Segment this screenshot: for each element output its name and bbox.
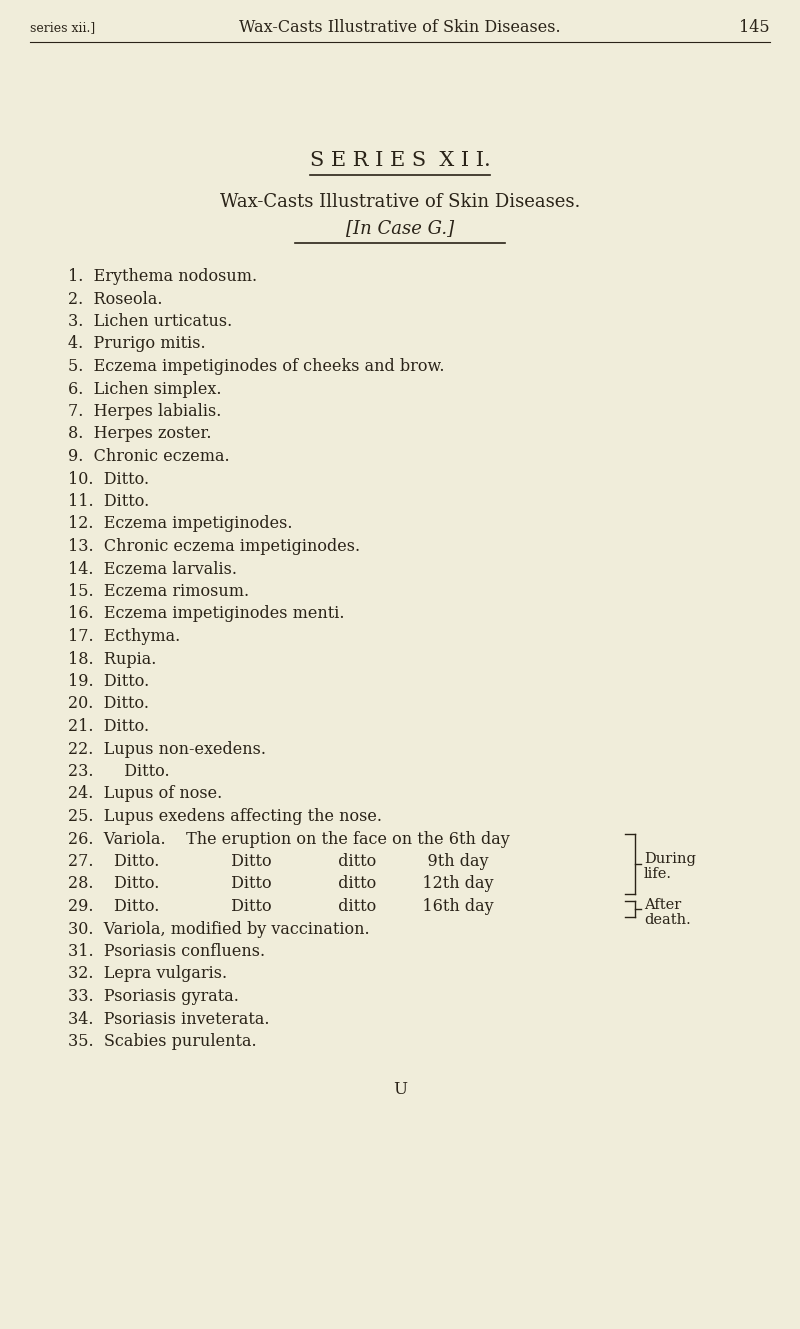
Text: 22.  Lupus non-exedens.: 22. Lupus non-exedens.: [68, 740, 266, 758]
Text: 23.      Ditto.: 23. Ditto.: [68, 763, 170, 780]
Text: 7.  Herpes labialis.: 7. Herpes labialis.: [68, 403, 222, 420]
Text: 17.  Ecthyma.: 17. Ecthyma.: [68, 629, 180, 645]
Text: 13.  Chronic eczema impetiginodes.: 13. Chronic eczema impetiginodes.: [68, 538, 360, 556]
Text: 4.  Prurigo mitis.: 4. Prurigo mitis.: [68, 335, 206, 352]
Text: 15.  Eczema rimosum.: 15. Eczema rimosum.: [68, 583, 249, 599]
Text: 35.  Scabies purulenta.: 35. Scabies purulenta.: [68, 1033, 257, 1050]
Text: series xii.]: series xii.]: [30, 21, 95, 35]
Text: 9.  Chronic eczema.: 9. Chronic eczema.: [68, 448, 230, 465]
Text: 20.  Ditto.: 20. Ditto.: [68, 695, 149, 712]
Text: 26.  Variola.    The eruption on the face on the 6th day: 26. Variola. The eruption on the face on…: [68, 831, 510, 848]
Text: 27.    Ditto.              Ditto             ditto          9th day: 27. Ditto. Ditto ditto 9th day: [68, 853, 489, 870]
Text: 33.  Psoriasis gyrata.: 33. Psoriasis gyrata.: [68, 987, 239, 1005]
Text: 145: 145: [739, 20, 770, 36]
Text: 28.    Ditto.              Ditto             ditto         12th day: 28. Ditto. Ditto ditto 12th day: [68, 876, 494, 893]
Text: 12.  Eczema impetiginodes.: 12. Eczema impetiginodes.: [68, 516, 293, 533]
Text: 34.  Psoriasis inveterata.: 34. Psoriasis inveterata.: [68, 1010, 270, 1027]
Text: 11.  Ditto.: 11. Ditto.: [68, 493, 150, 510]
Text: 18.  Rupia.: 18. Rupia.: [68, 650, 156, 667]
Text: 8.  Herpes zoster.: 8. Herpes zoster.: [68, 425, 211, 443]
Text: 21.  Ditto.: 21. Ditto.: [68, 718, 149, 735]
Text: 3.  Lichen urticatus.: 3. Lichen urticatus.: [68, 314, 232, 330]
Text: During: During: [644, 852, 696, 867]
Text: life.: life.: [644, 868, 672, 881]
Text: [In Case G.]: [In Case G.]: [346, 219, 454, 237]
Text: 30.  Variola, modified by vaccination.: 30. Variola, modified by vaccination.: [68, 921, 370, 937]
Text: Wax-Casts Illustrative of Skin Diseases.: Wax-Casts Illustrative of Skin Diseases.: [239, 20, 561, 36]
Text: 25.  Lupus exedens affecting the nose.: 25. Lupus exedens affecting the nose.: [68, 808, 382, 825]
Text: 31.  Psoriasis confluens.: 31. Psoriasis confluens.: [68, 944, 265, 960]
Text: death.: death.: [644, 913, 690, 928]
Text: 6.  Lichen simplex.: 6. Lichen simplex.: [68, 380, 222, 397]
Text: S E R I E S  X I I.: S E R I E S X I I.: [310, 150, 490, 170]
Text: 24.  Lupus of nose.: 24. Lupus of nose.: [68, 785, 222, 803]
Text: 16.  Eczema impetiginodes menti.: 16. Eczema impetiginodes menti.: [68, 606, 345, 622]
Text: After: After: [644, 898, 682, 912]
Text: U: U: [393, 1080, 407, 1098]
Text: 5.  Eczema impetiginodes of cheeks and brow.: 5. Eczema impetiginodes of cheeks and br…: [68, 358, 445, 375]
Text: 14.  Eczema larvalis.: 14. Eczema larvalis.: [68, 561, 237, 578]
Text: 1.  Erythema nodosum.: 1. Erythema nodosum.: [68, 268, 257, 284]
Text: 32.  Lepra vulgaris.: 32. Lepra vulgaris.: [68, 965, 227, 982]
Text: 10.  Ditto.: 10. Ditto.: [68, 470, 149, 488]
Text: 19.  Ditto.: 19. Ditto.: [68, 672, 150, 690]
Text: Wax-Casts Illustrative of Skin Diseases.: Wax-Casts Illustrative of Skin Diseases.: [220, 193, 580, 211]
Text: 2.  Roseola.: 2. Roseola.: [68, 291, 162, 307]
Text: 29.    Ditto.              Ditto             ditto         16th day: 29. Ditto. Ditto ditto 16th day: [68, 898, 494, 914]
